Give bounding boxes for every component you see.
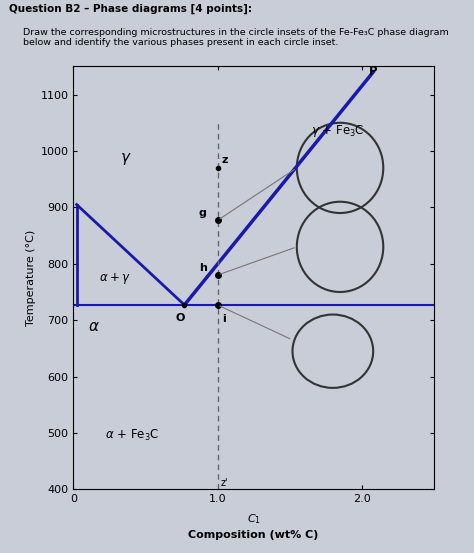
Text: h: h bbox=[199, 263, 207, 273]
Text: z': z' bbox=[220, 478, 228, 488]
Text: $\gamma$: $\gamma$ bbox=[119, 152, 131, 167]
Text: P: P bbox=[369, 65, 377, 78]
Text: z: z bbox=[222, 155, 228, 165]
Text: $\alpha$ + Fe$_3$C: $\alpha$ + Fe$_3$C bbox=[105, 427, 159, 443]
Text: $\alpha$: $\alpha$ bbox=[88, 320, 100, 335]
Text: $\alpha+\gamma$: $\alpha+\gamma$ bbox=[100, 271, 131, 286]
Text: g: g bbox=[199, 208, 207, 218]
Text: Question B2 – Phase diagrams [4 points]:: Question B2 – Phase diagrams [4 points]: bbox=[9, 4, 252, 14]
Text: i: i bbox=[222, 314, 226, 324]
Text: $C_1$: $C_1$ bbox=[246, 513, 261, 526]
Text: $\gamma$ + Fe$_3$C: $\gamma$ + Fe$_3$C bbox=[311, 123, 365, 139]
Y-axis label: Temperature (°C): Temperature (°C) bbox=[27, 229, 36, 326]
Text: Composition (wt% C): Composition (wt% C) bbox=[188, 530, 319, 540]
Text: O: O bbox=[176, 313, 185, 323]
Text: Draw the corresponding microstructures in the circle insets of the Fe-Fe₃C phase: Draw the corresponding microstructures i… bbox=[23, 28, 449, 47]
